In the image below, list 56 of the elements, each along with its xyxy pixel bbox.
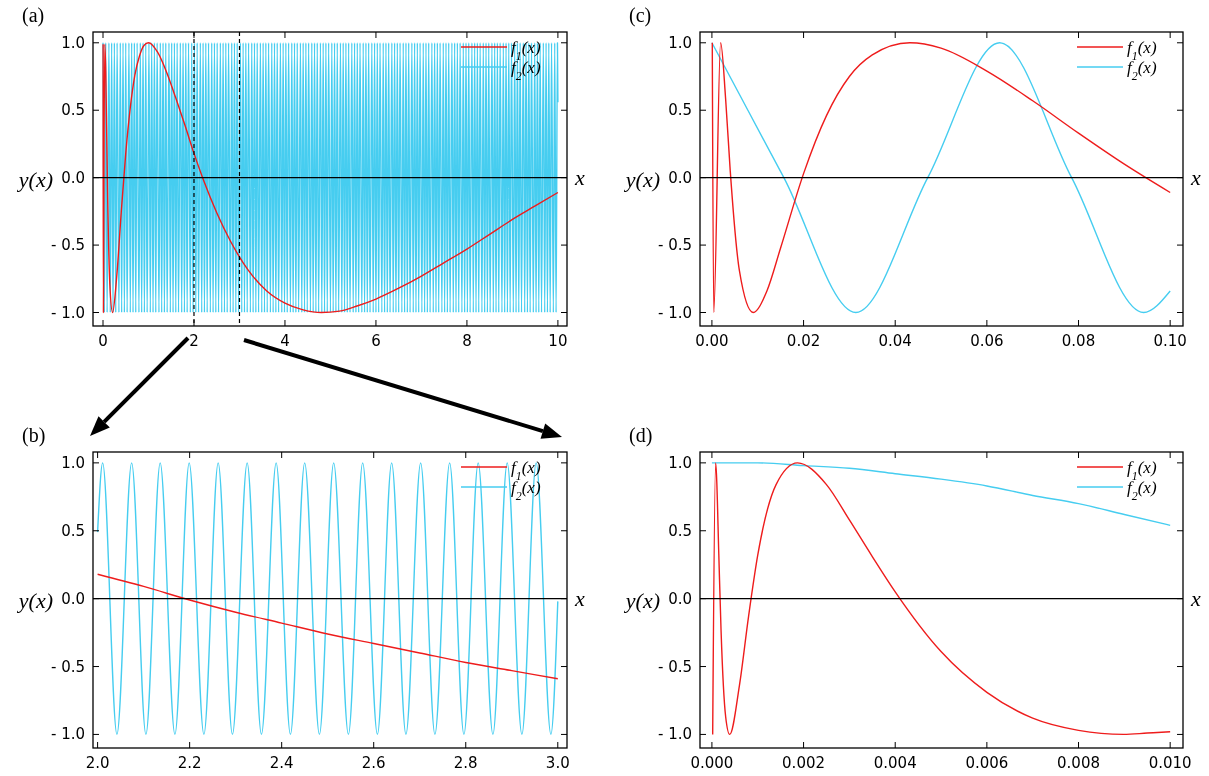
y-tick-label: - 1.0 (657, 303, 692, 322)
y-axis-title: y(x) (623, 167, 660, 192)
y-tick-label: - 1.0 (50, 725, 85, 744)
y-axis-title: y(x) (16, 167, 53, 192)
x-tick-label: 2.8 (453, 754, 478, 772)
x-tick-label: 2.6 (361, 754, 386, 772)
y-tick-label: 1.0 (61, 33, 85, 52)
x-tick-label: 0.04 (878, 332, 912, 350)
x-tick-label: 2 (189, 332, 199, 350)
y-axis-title: y(x) (16, 588, 53, 613)
x-tick-label: 0.06 (970, 332, 1004, 350)
x-axis-title: x (1190, 165, 1201, 190)
y-tick-label: 1.0 (668, 453, 692, 472)
x-tick-label: 2.0 (85, 754, 110, 772)
x-axis-title: x (1190, 586, 1201, 611)
x-tick-label: 0 (98, 332, 108, 350)
y-tick-label: - 0.5 (50, 657, 85, 676)
x-tick-label: 0.000 (690, 754, 734, 772)
y-tick-label: 0.5 (668, 521, 692, 540)
y-tick-label: - 1.0 (50, 303, 85, 322)
x-tick-label: 2.4 (269, 754, 294, 772)
x-tick-label: 0.08 (1061, 332, 1096, 350)
x-axis-title: x (574, 165, 585, 190)
y-tick-label: - 0.5 (50, 236, 85, 255)
x-tick-label: 3.0 (545, 754, 570, 772)
y-axis-title: y(x) (623, 588, 660, 613)
y-tick-label: 1.0 (61, 453, 85, 472)
x-tick-label: 0.010 (1148, 754, 1192, 772)
y-tick-label: 0.5 (668, 101, 692, 120)
y-tick-label: 0.0 (61, 168, 85, 187)
x-tick-label: 0.02 (786, 332, 821, 350)
x-tick-label: 8 (462, 332, 472, 350)
y-tick-label: 0.0 (668, 168, 692, 187)
x-tick-label: 2.2 (177, 754, 202, 772)
y-tick-label: - 1.0 (657, 725, 692, 744)
x-tick-label: 0.10 (1153, 332, 1187, 350)
x-tick-label: 0.008 (1057, 754, 1100, 772)
y-tick-label: 1.0 (668, 33, 692, 52)
y-tick-label: 0.0 (668, 589, 692, 608)
y-tick-label: 0.5 (61, 101, 85, 120)
chart-title: (a) (22, 4, 45, 27)
x-tick-label: 10 (548, 332, 568, 350)
x-axis-title: x (574, 586, 585, 611)
y-tick-label: 0.0 (61, 589, 85, 608)
y-tick-label: 0.5 (61, 521, 85, 540)
x-tick-label: 0.002 (782, 754, 826, 772)
x-tick-label: 4 (280, 332, 290, 350)
y-tick-label: - 0.5 (657, 657, 692, 676)
chart-title: (d) (629, 424, 653, 447)
y-tick-label: - 0.5 (657, 236, 692, 255)
x-tick-label: 6 (371, 332, 381, 350)
chart-title: (b) (22, 424, 46, 447)
x-tick-label: 0.004 (873, 754, 917, 772)
chart-title: (c) (629, 4, 652, 27)
x-tick-label: 0.00 (695, 332, 729, 350)
x-tick-label: 0.006 (965, 754, 1009, 772)
